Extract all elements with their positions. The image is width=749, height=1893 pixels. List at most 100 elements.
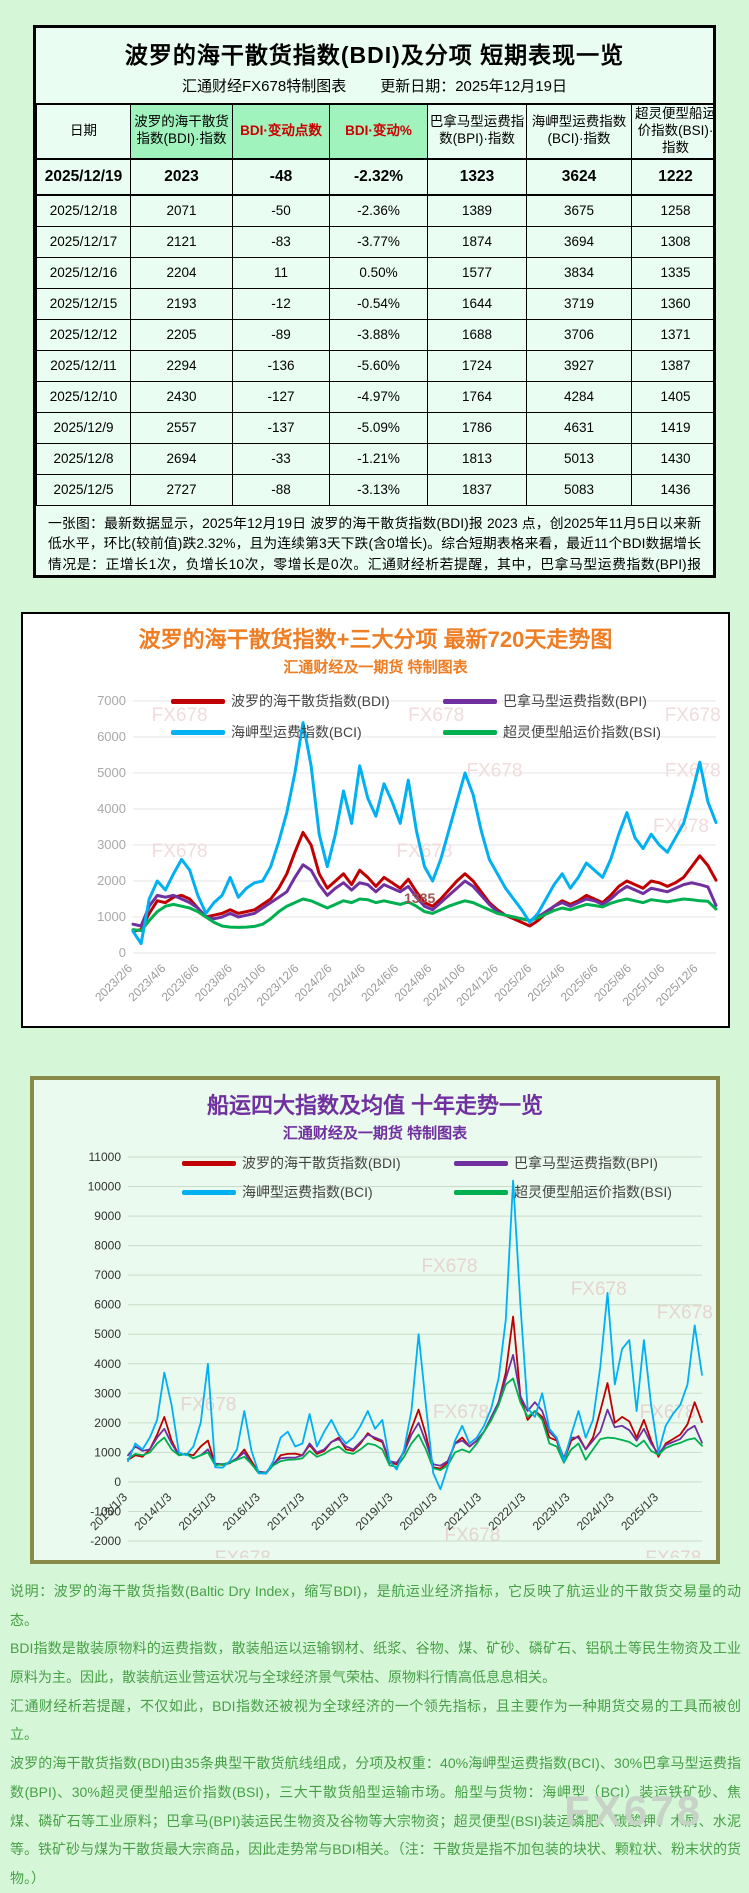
table-cell: -5.60%	[329, 349, 428, 382]
column-header: 日期	[36, 103, 131, 160]
legend-label: 超灵便型船运价指数(BSI)	[503, 724, 661, 740]
table-row: 2025/12/12 2205 -89 -3.88% 1688 3706 1371	[36, 318, 713, 351]
table-cell: 3694	[526, 225, 632, 258]
table-subtitle: 汇通财经FX678特制图表 更新日期：2025年12月19日	[36, 75, 713, 96]
table-cell: -3.88%	[329, 318, 428, 351]
table-row: 2025/12/11 2294 -136 -5.60% 1724 3927 1387	[36, 349, 713, 382]
table-cell: 1688	[427, 318, 527, 351]
table-cell: 1258	[631, 194, 713, 227]
table-cell: 1436	[631, 473, 713, 506]
svg-text:9000: 9000	[94, 1209, 121, 1223]
table-row: 2025/12/16 2204 11 0.50% 1577 3834 1335	[36, 256, 713, 289]
short-term-table: 日期 波罗的海干散货指数(BDI)·指数 BDI·变动点数 BDI·变动% 巴拿马型运费…	[36, 103, 713, 506]
series-line	[131, 863, 718, 928]
table-cell: 1389	[427, 194, 527, 227]
table-cell: -3.13%	[329, 473, 428, 506]
table-row: 2025/12/8 2694 -33 -1.21% 1813 5013 1430	[36, 442, 713, 475]
series-line	[131, 897, 718, 933]
legend-item: 超灵便型船运价指数(BSI)	[443, 722, 661, 742]
table-cell: -2.36%	[329, 194, 428, 227]
table-cell: 1874	[427, 225, 527, 258]
svg-text:3000: 3000	[97, 837, 126, 852]
svg-text:6000: 6000	[94, 1298, 121, 1312]
legend-label: 波罗的海干散货指数(BDI)	[242, 1155, 401, 1171]
table-cell: -48	[232, 157, 330, 196]
table-cell: 2025/12/19	[36, 157, 131, 196]
table-cell: 2025/12/8	[36, 442, 131, 475]
chart2-legend: 波罗的海干散货指数(BDI) 巴拿马型运费指数(BPI) 海岬型运费指数(BCI) 超…	[182, 1153, 672, 1202]
data-label: 1385	[404, 890, 435, 906]
legend-line-swatch	[171, 698, 225, 704]
legend-item: 海岬型运费指数(BCI)	[182, 1182, 454, 1202]
legend-item: 巴拿马型运费指数(BPI)	[443, 691, 661, 711]
table-cell: 1786	[427, 411, 527, 444]
legend-label: 海岬型运费指数(BCI)	[242, 1184, 373, 1200]
table-cell: 3675	[526, 194, 632, 227]
table-cell: 2430	[130, 380, 233, 413]
table-cell: 3624	[526, 157, 632, 196]
plot-watermark: FX678	[180, 1394, 236, 1415]
table-row: 2025/12/19 2023 -48 -2.32% 1323 3624 1222	[36, 157, 713, 196]
plot-watermark: FX678	[215, 1548, 271, 1558]
note-paragraph: BDI指数是散装原物料的运费指数，散装船运以运输钢材、纸浆、谷物、煤、矿砂、磷矿…	[10, 1640, 741, 1686]
legend-label: 海岬型运费指数(BCI)	[231, 724, 362, 740]
svg-text:1000: 1000	[94, 1445, 121, 1459]
table-cell: 2025/12/15	[36, 287, 131, 320]
legend-item: 巴拿马型运费指数(BPI)	[454, 1153, 672, 1173]
table-cell: -136	[232, 349, 330, 382]
legend-label: 波罗的海干散货指数(BDI)	[231, 693, 390, 709]
table-cell: 2025/12/12	[36, 318, 131, 351]
table-cell: -50	[232, 194, 330, 227]
table-cell: 2071	[130, 194, 233, 227]
table-cell: 1335	[631, 256, 713, 289]
note-paragraph: 汇通财经析若提醒，不仅如此，BDI指数还被视为全球经济的一个领先指标，且主要作为…	[10, 1697, 741, 1743]
legend-line-swatch	[454, 1160, 508, 1166]
column-header: BDI·变动%	[329, 103, 428, 160]
table-cell: -1.21%	[329, 442, 428, 475]
note-paragraph: 说明：波罗的海干散货指数(Baltic Dry Index，缩写BDI)，是航运…	[10, 1583, 741, 1628]
table-cell: 2023	[130, 157, 233, 196]
page-title: 波罗的海干散货指数(BDI)及分项 短期表现一览	[124, 42, 625, 68]
svg-text:-2000: -2000	[90, 1534, 121, 1548]
table-cell: 1837	[427, 473, 527, 506]
plot-watermark: FX678	[433, 1402, 489, 1423]
legend-line-swatch	[182, 1160, 236, 1166]
plot-watermark: FX678	[645, 1548, 701, 1558]
series-line	[131, 830, 718, 933]
table-body: 2025/12/19 2023 -48 -2.32% 1323 3624 1222 2025/…	[36, 157, 713, 506]
legend-line-swatch	[454, 1189, 508, 1195]
svg-text:1000: 1000	[97, 909, 126, 924]
svg-text:2000: 2000	[97, 873, 126, 888]
table-cell: 2694	[130, 442, 233, 475]
column-header: BDI·变动点数	[232, 103, 330, 160]
table-cell: 2121	[130, 225, 233, 258]
table-cell: 1387	[631, 349, 713, 382]
series-line	[127, 1377, 703, 1475]
svg-text:8000: 8000	[94, 1239, 121, 1253]
table-cell: -0.54%	[329, 287, 428, 320]
table-header-row: 日期 波罗的海干散货指数(BDI)·指数 BDI·变动点数 BDI·变动% 巴拿马型运费…	[36, 103, 713, 160]
table-cell: 1419	[631, 411, 713, 444]
table-cell: -5.09%	[329, 411, 428, 444]
table-cell: 2025/12/17	[36, 225, 131, 258]
chart1-title: 波罗的海干散货指数+三大分项 最新720天走势图	[138, 627, 613, 652]
legend-line-swatch	[171, 729, 225, 735]
table-cell: -88	[232, 473, 330, 506]
table-cell: -3.77%	[329, 225, 428, 258]
summary-text: 一张图：最新数据显示，2025年12月19日 波罗的海干散货指数(BDI)报 2…	[48, 515, 701, 572]
svg-text:11000: 11000	[89, 1150, 122, 1164]
table-cell: 1360	[631, 287, 713, 320]
svg-text:0: 0	[119, 945, 126, 960]
chart1-subtitle: 汇通财经及一期货 特制图表	[283, 659, 468, 676]
table-cell: 1371	[631, 318, 713, 351]
table-cell: -12	[232, 287, 330, 320]
fx678-watermark: FX678	[564, 1787, 703, 1834]
table-cell: 3834	[526, 256, 632, 289]
plot-watermark: FX678	[466, 761, 522, 782]
table-row: 2025/12/18 2071 -50 -2.36% 1389 3675 1258	[36, 194, 713, 227]
table-cell: 1222	[631, 157, 713, 196]
svg-text:2000: 2000	[94, 1416, 121, 1430]
table-cell: 2025/12/5	[36, 473, 131, 506]
legend-item: 海岬型运费指数(BCI)	[171, 722, 443, 742]
chart2-subtitle: 汇通财经及一期货 特制图表	[282, 1125, 468, 1142]
